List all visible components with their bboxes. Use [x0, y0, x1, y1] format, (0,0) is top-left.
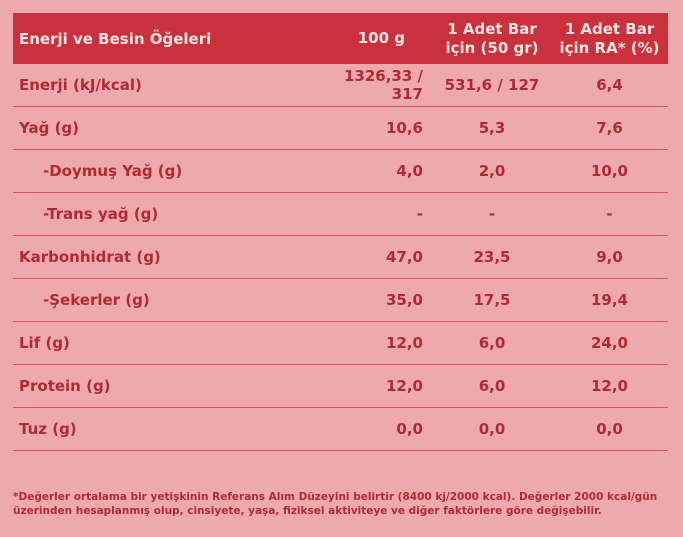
value-bar: 6,0	[478, 377, 506, 395]
row-label: Tuz (g)	[19, 420, 77, 438]
value-ri: 12,0	[590, 377, 628, 395]
table-row-sugars: -Şekerler (g) 35,0 17,5 19,4	[13, 279, 668, 322]
footnote: *Değerler ortalama bir yetişkinin Refera…	[13, 490, 673, 518]
value-bar: 531,6 / 127	[444, 76, 540, 94]
table-header: Enerji ve Besin Öğeleri 100 g 1 Adet Bar…	[13, 13, 668, 64]
value-ri: 24,0	[590, 334, 628, 352]
table-row-carbohydrate: Karbonhidrat (g) 47,0 23,5 9,0	[13, 236, 668, 279]
value-100g: 4,0	[396, 162, 423, 180]
value-100g: 35,0	[385, 291, 423, 309]
table-row-protein: Protein (g) 12,0 6,0 12,0	[13, 365, 668, 408]
value-ri: 10,0	[590, 162, 628, 180]
value-100g: 12,0	[385, 334, 423, 352]
header-per-bar: 1 Adet Bar için (50 gr)	[445, 19, 539, 57]
value-bar: 6,0	[478, 334, 506, 352]
value-100g: 10,6	[385, 119, 423, 137]
row-label: -Şekerler (g)	[43, 291, 150, 309]
row-label: -Doymuş Yağ (g)	[43, 162, 183, 180]
table-row-trans-fat: -Trans yağ (g) - - -	[13, 193, 668, 236]
table-row-saturated-fat: -Doymuş Yağ (g) 4,0 2,0 10,0	[13, 150, 668, 193]
table-row-fibre: Lif (g) 12,0 6,0 24,0	[13, 322, 668, 365]
value-100g: 47,0	[385, 248, 423, 266]
value-100g: -	[416, 205, 423, 223]
value-ri: -	[606, 205, 613, 223]
header-nutrients: Enerji ve Besin Öğeleri	[19, 29, 212, 48]
row-label: Karbonhidrat (g)	[19, 248, 161, 266]
row-label: Protein (g)	[19, 377, 111, 395]
value-ri: 6,4	[596, 76, 623, 94]
row-label: Yağ (g)	[19, 119, 80, 137]
table-row-salt: Tuz (g) 0,0 0,0 0,0	[13, 408, 668, 451]
value-bar: -	[488, 205, 496, 223]
table-row-fat: Yağ (g) 10,6 5,3 7,6	[13, 107, 668, 150]
value-100g: 12,0	[385, 377, 423, 395]
value-100g: 0,0	[396, 420, 423, 438]
header-per-100g: 100 g	[357, 29, 405, 47]
footnote-line-2: üzerinden hesaplanmış olup, cinsiyete, y…	[13, 505, 602, 517]
footnote-line-1: *Değerler ortalama bir yetişkinin Refera…	[13, 491, 658, 503]
value-100g: 1326,33 / 317	[343, 67, 423, 103]
table-row-energy: Enerji (kJ/kcal) 1326,33 / 317 531,6 / 1…	[13, 64, 668, 107]
value-ri: 19,4	[590, 291, 628, 309]
value-ri: 9,0	[596, 248, 623, 266]
value-ri: 7,6	[596, 119, 623, 137]
value-bar: 17,5	[473, 291, 511, 309]
value-bar: 5,3	[478, 119, 506, 137]
value-bar: 0,0	[478, 420, 506, 438]
row-label: Lif (g)	[19, 334, 70, 352]
header-ri-percent: 1 Adet Bar için RA* (%)	[559, 19, 660, 57]
row-label: Enerji (kJ/kcal)	[19, 76, 142, 94]
value-bar: 2,0	[478, 162, 506, 180]
value-ri: 0,0	[596, 420, 623, 438]
nutrition-table: Enerji ve Besin Öğeleri 100 g 1 Adet Bar…	[13, 13, 668, 451]
value-bar: 23,5	[473, 248, 511, 266]
row-label: -Trans yağ (g)	[43, 205, 159, 223]
